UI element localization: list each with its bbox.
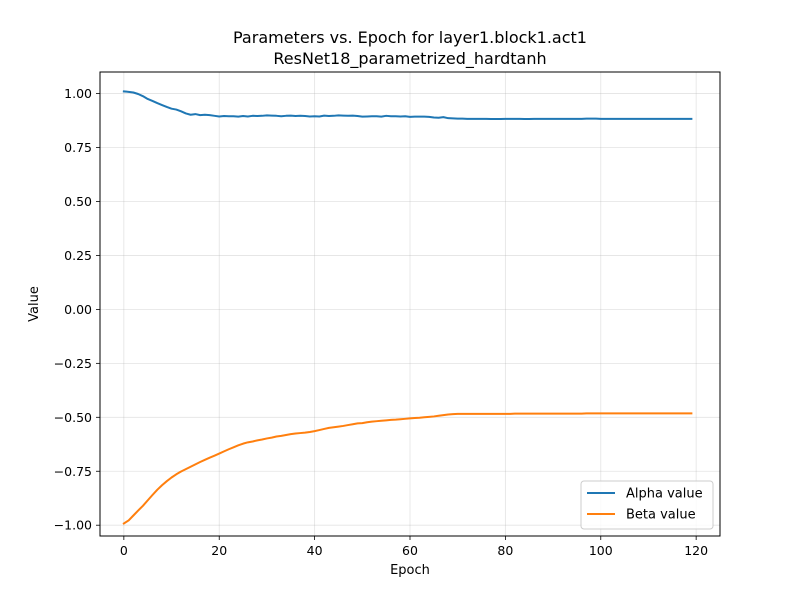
series-line-beta-value bbox=[122, 412, 693, 525]
x-tick-label: 40 bbox=[307, 543, 323, 558]
x-axis-ticks: 0 20 40 60 80 100 120 bbox=[120, 536, 708, 558]
series-layer bbox=[122, 90, 693, 525]
x-tick-label: 120 bbox=[684, 543, 708, 558]
legend-alpha-label: Alpha value bbox=[626, 487, 703, 502]
x-tick-label: 20 bbox=[211, 543, 227, 558]
y-tick-label: 0.25 bbox=[64, 248, 92, 263]
y-tick-label: 1.00 bbox=[64, 86, 92, 101]
x-axis-label: Epoch bbox=[390, 563, 430, 578]
series-line-alpha-value bbox=[122, 90, 693, 121]
x-tick-label: 0 bbox=[120, 543, 128, 558]
grid bbox=[100, 72, 720, 536]
legend: Alpha value Beta value bbox=[580, 480, 714, 530]
legend-beta-label: Beta value bbox=[626, 508, 696, 523]
y-axis-ticks: 1.00 0.75 0.50 0.25 0.00 −0.25 −0.50 −0.75 −1.00 bbox=[54, 86, 100, 533]
y-tick-label: 0.00 bbox=[64, 302, 92, 317]
x-tick-label: 80 bbox=[497, 543, 513, 558]
y-tick-label: −0.25 bbox=[54, 356, 92, 371]
x-tick-label: 100 bbox=[589, 543, 613, 558]
y-tick-label: −0.75 bbox=[54, 464, 92, 479]
y-tick-label: 0.50 bbox=[64, 194, 92, 209]
chart-title: Parameters vs. Epoch for layer1.block1.a… bbox=[233, 28, 587, 47]
y-tick-label: −0.50 bbox=[54, 410, 92, 425]
y-tick-label: 0.75 bbox=[64, 140, 92, 155]
y-tick-label: −1.00 bbox=[54, 518, 92, 533]
x-tick-label: 60 bbox=[402, 543, 418, 558]
y-axis-label: Value bbox=[27, 286, 42, 322]
chart-subtitle: ResNet18_parametrized_hardtanh bbox=[273, 49, 546, 69]
